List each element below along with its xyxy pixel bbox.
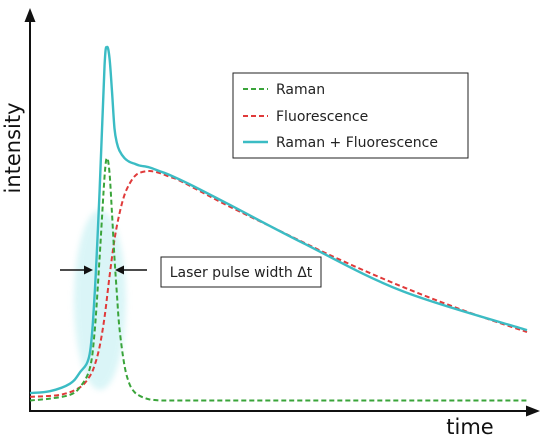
pulse-label-box xyxy=(160,256,322,288)
plot-area xyxy=(29,45,528,402)
legend-label-fluorescence: Fluorescence xyxy=(276,109,368,125)
series-line-fluorescence xyxy=(29,170,528,398)
pulse-glow xyxy=(74,210,126,390)
legend-label-raman-plus-fluorescence: Raman + Fluorescence xyxy=(276,135,438,151)
series-line-raman-plus-fluorescence xyxy=(29,45,528,395)
pulse-arrow-left-head xyxy=(84,265,93,275)
x-axis-title: time xyxy=(446,415,493,439)
legend: Raman Fluorescence Raman + Fluorescence xyxy=(232,72,469,159)
pulse-width-annotation: Laser pulse width Δt xyxy=(60,256,322,288)
x-axis-arrowhead xyxy=(526,405,540,417)
legend-label-raman: Raman xyxy=(276,82,325,98)
y-axis-arrowhead xyxy=(24,8,36,22)
pulse-label: Laser pulse width Δt xyxy=(170,265,313,281)
pulse-arrow-right-head xyxy=(115,265,124,275)
y-axis-title: intensity xyxy=(1,102,25,193)
legend-box xyxy=(232,72,469,159)
series-line-raman xyxy=(29,157,527,402)
axes xyxy=(24,8,540,417)
